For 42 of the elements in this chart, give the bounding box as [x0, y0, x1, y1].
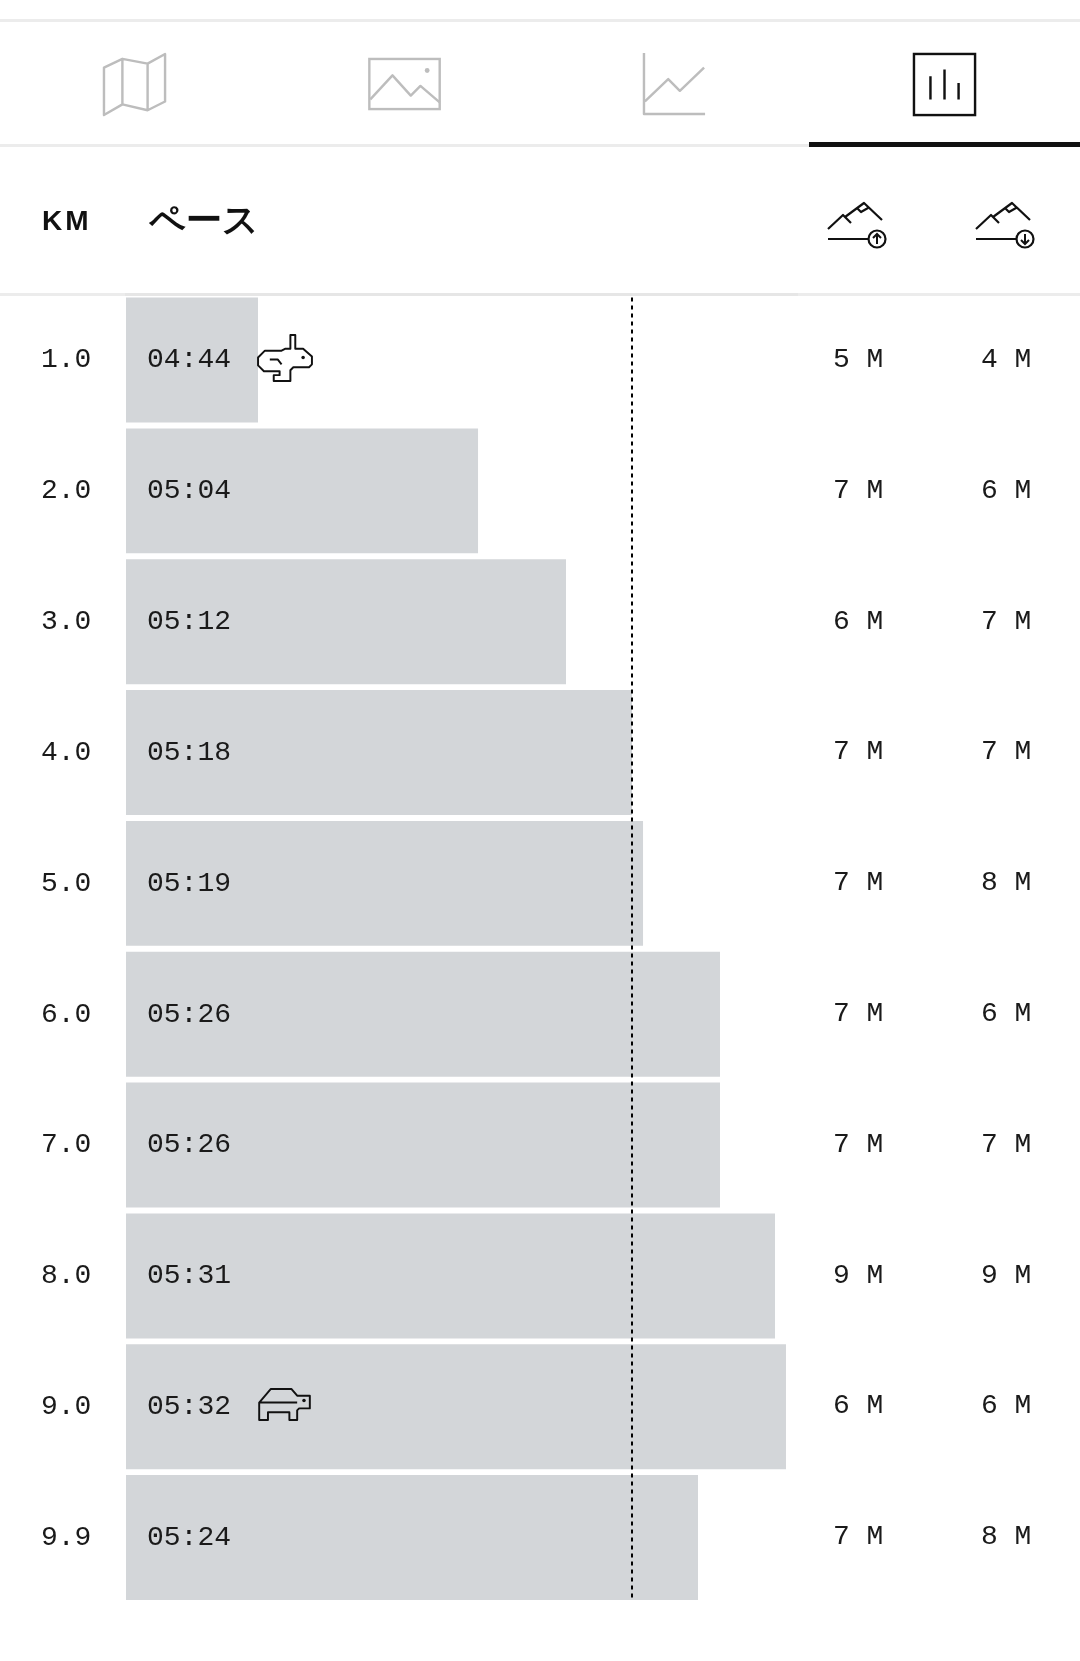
x-axis-title: ペース	[149, 199, 259, 240]
text: 5 M	[833, 344, 884, 376]
y-axis-title: KM	[42, 205, 92, 236]
text: 7 M	[833, 1128, 884, 1161]
data-label: 05:31	[147, 1260, 232, 1292]
text: 7 M	[981, 736, 1032, 769]
data-label: 04:44	[147, 344, 232, 376]
text: 4 M	[981, 344, 1032, 376]
y-tick-label: 7.0	[41, 1129, 92, 1161]
y-tick-label: 6.0	[41, 998, 92, 1030]
text: 6 M	[833, 1390, 884, 1423]
y-tick-label: 8.0	[41, 1260, 92, 1292]
text: 9 M	[981, 1259, 1032, 1292]
text: 8 M	[981, 1521, 1032, 1554]
text: 6 M	[981, 1390, 1032, 1423]
data-label: 05:32	[147, 1391, 232, 1423]
text: 7 M	[833, 998, 884, 1030]
text: 7 M	[833, 1521, 884, 1554]
y-tick-label: 2.0	[41, 475, 92, 507]
text: 7 M	[981, 1128, 1032, 1161]
data-label: 05:12	[147, 606, 232, 638]
data-label: 05:24	[147, 1521, 232, 1553]
y-tick-label: 3.0	[41, 606, 92, 638]
data-label: 05:26	[147, 1129, 232, 1161]
text: 7 M	[833, 736, 884, 769]
text: 6 M	[981, 474, 1032, 507]
text: 6 M	[981, 998, 1032, 1030]
y-tick-label: 1.0	[41, 344, 92, 376]
data-label: 05:19	[147, 867, 232, 899]
text: 7 M	[833, 474, 884, 507]
data-label: 05:18	[147, 736, 232, 768]
y-tick-label: 9.9	[41, 1521, 92, 1553]
text: 8 M	[981, 867, 1032, 900]
text: 6 M	[833, 605, 884, 638]
y-tick-label: 5.0	[41, 867, 92, 899]
y-tick-label: 4.0	[41, 736, 92, 768]
text: 7 M	[981, 605, 1032, 638]
y-tick-label: 9.0	[41, 1391, 92, 1423]
data-label: 05:26	[147, 998, 232, 1030]
text: 7 M	[833, 867, 884, 900]
text: 9 M	[833, 1259, 884, 1292]
data-label: 05:04	[147, 475, 232, 507]
